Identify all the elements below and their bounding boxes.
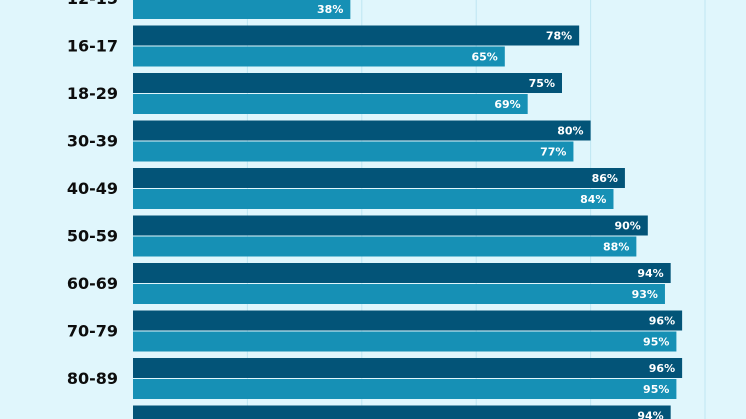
category-label: 90+ (82, 417, 118, 419)
bar (133, 379, 677, 399)
bar (133, 94, 528, 114)
bar (133, 405, 671, 419)
data-label: 38% (317, 3, 343, 16)
category-label: 70-79 (67, 322, 118, 341)
bar (133, 263, 671, 283)
category-labels: 12-15 16-17 18-29 30-39 40-49 50-59 60-69 70-79… (67, 0, 118, 419)
data-label: 84% (580, 193, 606, 206)
data-label: 96% (649, 315, 675, 328)
category-label: 18-29 (67, 84, 118, 103)
data-label: 77% (540, 146, 566, 159)
category-label: 40-49 (67, 179, 118, 198)
bar (133, 358, 683, 378)
bar (133, 189, 614, 209)
bar (133, 236, 637, 257)
data-label: 94% (637, 267, 663, 280)
bar (133, 310, 683, 331)
data-label: 65% (471, 51, 497, 64)
bar (133, 73, 562, 93)
bar (133, 215, 648, 236)
bar (133, 25, 580, 46)
data-label: 90% (614, 220, 640, 233)
data-label: 69% (494, 98, 520, 111)
data-label: 88% (603, 241, 629, 254)
data-label: 75% (529, 77, 555, 90)
data-label: 96% (649, 362, 675, 375)
category-label: 12-15 (67, 0, 118, 8)
bar (133, 120, 591, 141)
category-label: 30-39 (67, 132, 118, 151)
category-label: 60-69 (67, 274, 118, 293)
category-label: 50-59 (67, 227, 118, 246)
data-label: 78% (546, 30, 572, 43)
data-label: 95% (643, 336, 669, 349)
bar (133, 141, 574, 162)
bar (133, 0, 351, 19)
data-label: 94% (637, 410, 663, 419)
category-label: 80-89 (67, 369, 118, 388)
category-label: 16-17 (67, 37, 118, 56)
bar (133, 168, 625, 188)
data-label: 86% (592, 172, 618, 185)
bar (133, 284, 665, 304)
bars: 38% 78% 65% 75% 69% 80% 77% 86% 84% 90% 88% 94% 93% 9… (133, 0, 683, 419)
bar (133, 46, 505, 67)
bar (133, 331, 677, 352)
data-label: 93% (632, 288, 658, 301)
data-label: 95% (643, 383, 669, 396)
data-label: 80% (557, 125, 583, 138)
